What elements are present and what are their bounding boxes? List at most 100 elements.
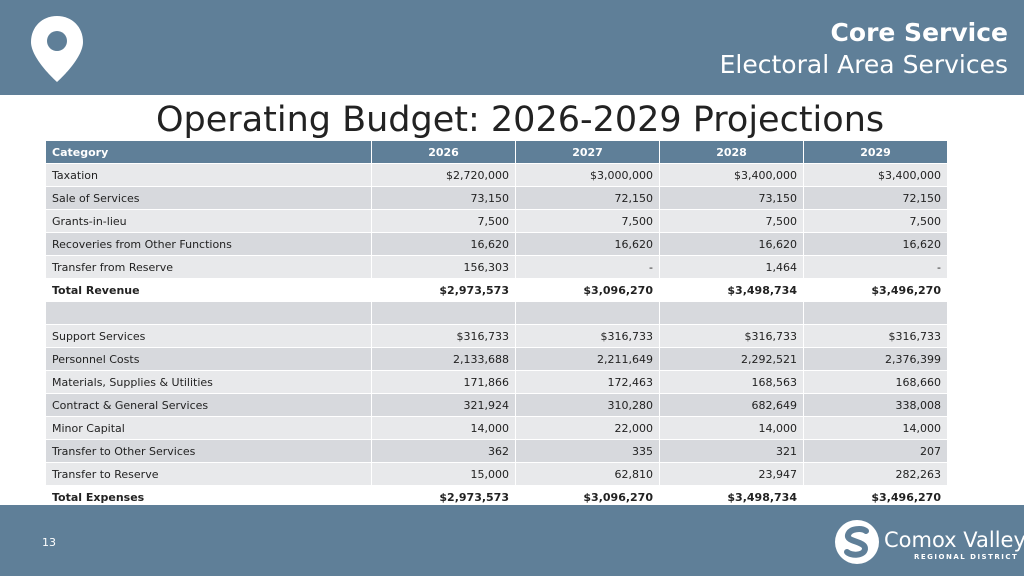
cell-value: 73,150 bbox=[371, 186, 516, 210]
cell-value: 2,376,399 bbox=[803, 347, 948, 371]
column-header-category: Category bbox=[45, 140, 372, 164]
cell-value: 682,649 bbox=[659, 393, 804, 417]
table-row: Transfer from Reserve 156,303 - 1,464 - bbox=[45, 255, 948, 279]
table-row: Taxation $2,720,000 $3,000,000 $3,400,00… bbox=[45, 163, 948, 187]
cell-value: 16,620 bbox=[371, 232, 516, 256]
cell-value: 2,211,649 bbox=[515, 347, 660, 371]
column-header-2027: 2027 bbox=[515, 140, 660, 164]
cell-value: 14,000 bbox=[803, 416, 948, 440]
cell-value bbox=[803, 301, 948, 325]
cell-value: 14,000 bbox=[371, 416, 516, 440]
row-label: Contract & General Services bbox=[45, 393, 372, 417]
cell-value: $316,733 bbox=[659, 324, 804, 348]
cell-value: 310,280 bbox=[515, 393, 660, 417]
row-label: Recoveries from Other Functions bbox=[45, 232, 372, 256]
row-label: Grants-in-lieu bbox=[45, 209, 372, 233]
table-row: Materials, Supplies & Utilities 171,866 … bbox=[45, 370, 948, 394]
cell-value: 7,500 bbox=[371, 209, 516, 233]
cell-value: 172,463 bbox=[515, 370, 660, 394]
header-title: Core Service bbox=[830, 18, 1008, 47]
row-label: Taxation bbox=[45, 163, 372, 187]
table-row: Transfer to Reserve 15,000 62,810 23,947… bbox=[45, 462, 948, 486]
cell-value: 1,464 bbox=[659, 255, 804, 279]
cell-value bbox=[515, 301, 660, 325]
cell-value: $2,973,573 bbox=[371, 278, 516, 302]
cell-value: 72,150 bbox=[515, 186, 660, 210]
table-row: Personnel Costs 2,133,688 2,211,649 2,29… bbox=[45, 347, 948, 371]
header-band bbox=[0, 0, 1024, 95]
table-header-row: Category 2026 2027 2028 2029 bbox=[45, 140, 948, 164]
row-label: Transfer to Reserve bbox=[45, 462, 372, 486]
cell-value: $3,096,270 bbox=[515, 278, 660, 302]
cell-value: 16,620 bbox=[659, 232, 804, 256]
cell-value: 15,000 bbox=[371, 462, 516, 486]
cell-value: $3,496,270 bbox=[803, 278, 948, 302]
table-row: Transfer to Other Services 362 335 321 2… bbox=[45, 439, 948, 463]
page-title: Operating Budget: 2026-2029 Projections bbox=[156, 100, 885, 140]
cell-value: $3,000,000 bbox=[515, 163, 660, 187]
cell-value: 73,150 bbox=[659, 186, 804, 210]
cell-value: 2,292,521 bbox=[659, 347, 804, 371]
cell-value: 321,924 bbox=[371, 393, 516, 417]
cell-value: 16,620 bbox=[515, 232, 660, 256]
cell-value: 207 bbox=[803, 439, 948, 463]
row-label: Transfer to Other Services bbox=[45, 439, 372, 463]
table-row: Support Services $316,733 $316,733 $316,… bbox=[45, 324, 948, 348]
row-label: Transfer from Reserve bbox=[45, 255, 372, 279]
cell-value: $316,733 bbox=[803, 324, 948, 348]
cell-value: 14,000 bbox=[659, 416, 804, 440]
table-row: Grants-in-lieu 7,500 7,500 7,500 7,500 bbox=[45, 209, 948, 233]
cell-value: 321 bbox=[659, 439, 804, 463]
cell-value: $316,733 bbox=[371, 324, 516, 348]
cell-value: 23,947 bbox=[659, 462, 804, 486]
cell-value: 171,866 bbox=[371, 370, 516, 394]
cell-value: 7,500 bbox=[803, 209, 948, 233]
cell-value: 156,303 bbox=[371, 255, 516, 279]
cell-value: $316,733 bbox=[515, 324, 660, 348]
location-pin-icon bbox=[31, 16, 83, 82]
cell-value: - bbox=[515, 255, 660, 279]
row-label: Support Services bbox=[45, 324, 372, 348]
cell-value: - bbox=[803, 255, 948, 279]
cell-value: 168,563 bbox=[659, 370, 804, 394]
logo-name: Comox Valley bbox=[884, 528, 1024, 552]
cell-value: $3,498,734 bbox=[659, 278, 804, 302]
cell-value: 7,500 bbox=[659, 209, 804, 233]
column-header-2029: 2029 bbox=[803, 140, 948, 164]
column-header-2026: 2026 bbox=[371, 140, 516, 164]
cell-value: 338,008 bbox=[803, 393, 948, 417]
cell-value bbox=[659, 301, 804, 325]
cell-value: 16,620 bbox=[803, 232, 948, 256]
row-label: Total Revenue bbox=[45, 278, 372, 302]
cell-value: $3,400,000 bbox=[659, 163, 804, 187]
table-row: Sale of Services 73,150 72,150 73,150 72… bbox=[45, 186, 948, 210]
row-label: Materials, Supplies & Utilities bbox=[45, 370, 372, 394]
cell-value: 335 bbox=[515, 439, 660, 463]
table-row: Recoveries from Other Functions 16,620 1… bbox=[45, 232, 948, 256]
row-label bbox=[45, 301, 372, 325]
page-number: 13 bbox=[42, 536, 56, 549]
cell-value: $3,400,000 bbox=[803, 163, 948, 187]
row-label: Minor Capital bbox=[45, 416, 372, 440]
cell-value: 62,810 bbox=[515, 462, 660, 486]
row-label: Personnel Costs bbox=[45, 347, 372, 371]
header-subtitle: Electoral Area Services bbox=[719, 50, 1008, 79]
table-row: Minor Capital 14,000 22,000 14,000 14,00… bbox=[45, 416, 948, 440]
cell-value: 72,150 bbox=[803, 186, 948, 210]
column-header-2028: 2028 bbox=[659, 140, 804, 164]
cell-value: 7,500 bbox=[515, 209, 660, 233]
comox-valley-logo-icon bbox=[835, 520, 879, 564]
cell-value bbox=[371, 301, 516, 325]
budget-table: Category 2026 2027 2028 2029 Taxation $2… bbox=[45, 140, 948, 509]
total-revenue-row: Total Revenue $2,973,573 $3,096,270 $3,4… bbox=[45, 278, 948, 302]
spacer-row bbox=[45, 301, 948, 325]
cell-value: $2,720,000 bbox=[371, 163, 516, 187]
row-label: Sale of Services bbox=[45, 186, 372, 210]
table-row: Contract & General Services 321,924 310,… bbox=[45, 393, 948, 417]
cell-value: 168,660 bbox=[803, 370, 948, 394]
cell-value: 2,133,688 bbox=[371, 347, 516, 371]
logo-tagline: REGIONAL DISTRICT bbox=[914, 553, 1019, 561]
cell-value: 362 bbox=[371, 439, 516, 463]
cell-value: 22,000 bbox=[515, 416, 660, 440]
cell-value: 282,263 bbox=[803, 462, 948, 486]
